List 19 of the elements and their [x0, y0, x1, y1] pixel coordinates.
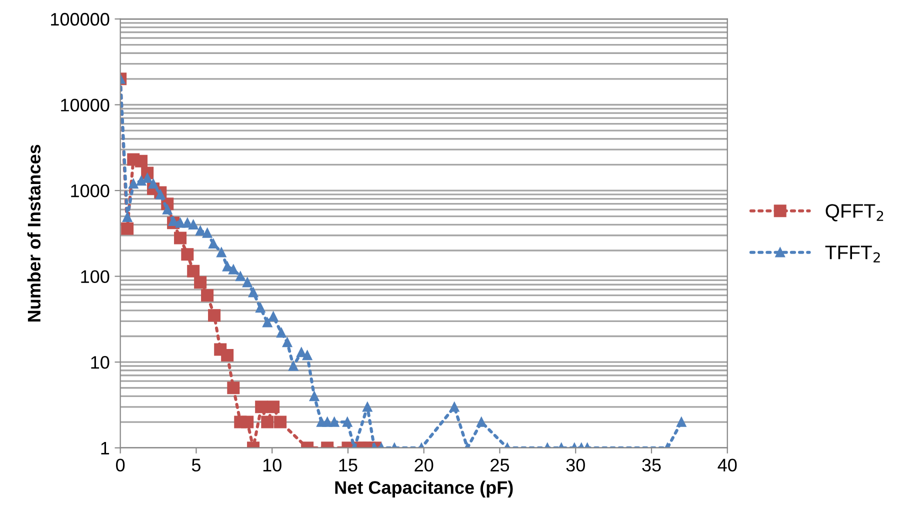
legend-label: TFFT$_{2}$	[825, 246, 880, 262]
y-axis-title: Number of Instances	[27, 144, 41, 322]
y-tick-label: 10	[91, 356, 110, 369]
x-tick-label: 35	[642, 458, 661, 472]
x-tick-label: 10	[263, 458, 282, 472]
legend-label: QFFT$_{2}$	[826, 204, 884, 222]
y-tick-label: 1000	[71, 184, 110, 198]
x-tick-label: 15	[339, 458, 358, 472]
y-tick-label: 100	[81, 270, 110, 284]
x-tick-label: 5	[192, 458, 200, 472]
y-tick-label: 1	[101, 442, 110, 454]
y-tick-label: 10000	[61, 98, 110, 112]
x-tick-label: 0	[116, 458, 125, 472]
x-axis-title: Net Capacitance (pF)	[335, 480, 513, 498]
x-tick-label: 20	[414, 458, 434, 472]
x-tick-label: 40	[718, 458, 737, 472]
y-tick-label: 100000	[51, 12, 110, 26]
x-tick-label: 25	[490, 458, 510, 472]
x-tick-label: 30	[566, 458, 585, 472]
